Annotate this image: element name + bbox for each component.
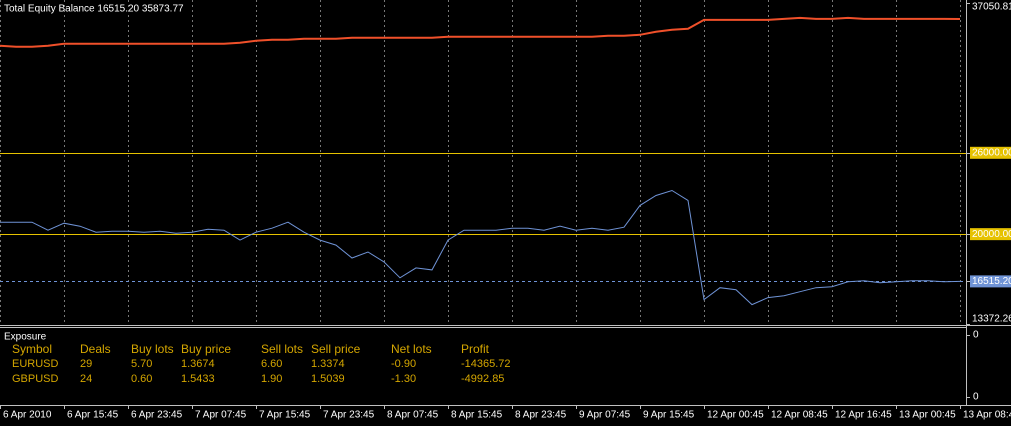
table-cell: 1.3674: [181, 358, 215, 370]
x-tick-label: 13 Apr 08:45: [963, 410, 1011, 421]
x-tick-label: 9 Apr 15:45: [643, 410, 695, 421]
table-cell: 1.5039: [311, 373, 345, 385]
x-tick-label: 6 Apr 15:45: [67, 410, 119, 421]
table-cell: GBPUSD: [12, 373, 59, 385]
table-cell: 1.3374: [311, 358, 345, 370]
y-tick-label: 20000.00: [972, 229, 1011, 240]
column-header: Profit: [461, 342, 490, 356]
table-cell: 24: [80, 373, 92, 385]
panel-y-tick-label: 0: [973, 392, 979, 403]
panel-title: Exposure: [4, 332, 47, 343]
table-cell: -0.90: [391, 358, 416, 370]
column-header: Sell lots: [261, 342, 303, 356]
x-tick-label: 12 Apr 00:45: [707, 410, 764, 421]
y-tick-box: [970, 228, 1011, 241]
y-tick-label: 37050.81: [972, 2, 1011, 13]
column-header: Sell price: [311, 342, 361, 356]
x-tick-label: 8 Apr 23:45: [515, 410, 567, 421]
table-cell: 0.60: [131, 373, 152, 385]
y-tick-box: [970, 275, 1011, 288]
column-header: Buy price: [181, 342, 231, 356]
x-tick-label: 6 Apr 23:45: [131, 410, 183, 421]
x-tick-label: 12 Apr 16:45: [835, 410, 892, 421]
table-cell: -4992.85: [461, 373, 504, 385]
table-cell: EURUSD: [12, 358, 59, 370]
x-tick-label: 12 Apr 08:45: [771, 410, 828, 421]
y-tick-box: [970, 146, 1011, 159]
y-tick-label: 26000.00: [972, 147, 1011, 158]
table-cell: 6.60: [261, 358, 282, 370]
x-tick-label: 7 Apr 07:45: [195, 410, 247, 421]
table-cell: 1.90: [261, 373, 282, 385]
table-cell: 1.5433: [181, 373, 215, 385]
panel-y-tick-label: 0: [973, 330, 979, 341]
x-tick-label: 7 Apr 23:45: [323, 410, 375, 421]
x-tick-label: 8 Apr 07:45: [387, 410, 439, 421]
column-header: Symbol: [12, 342, 52, 356]
series-line: [0, 16, 961, 48]
x-tick-label: 7 Apr 15:45: [259, 410, 311, 421]
x-tick-label: 8 Apr 15:45: [451, 410, 503, 421]
chart-title: Total Equity Balance 16515.20 35873.77: [4, 4, 184, 15]
table-cell: 29: [80, 358, 92, 370]
y-tick-label: 16515.20: [972, 276, 1011, 287]
series-line: [0, 189, 961, 306]
column-header: Deals: [80, 342, 111, 356]
table-cell: -14365.72: [461, 358, 511, 370]
table-cell: -1.30: [391, 373, 416, 385]
column-header: Buy lots: [131, 342, 174, 356]
x-tick-label: 13 Apr 00:45: [899, 410, 956, 421]
x-tick-label: 6 Apr 2010: [3, 410, 52, 421]
x-tick-label: 9 Apr 07:45: [579, 410, 631, 421]
y-tick-label: 13372.26: [972, 314, 1011, 325]
column-header: Net lots: [391, 342, 432, 356]
table-cell: 5.70: [131, 358, 152, 370]
